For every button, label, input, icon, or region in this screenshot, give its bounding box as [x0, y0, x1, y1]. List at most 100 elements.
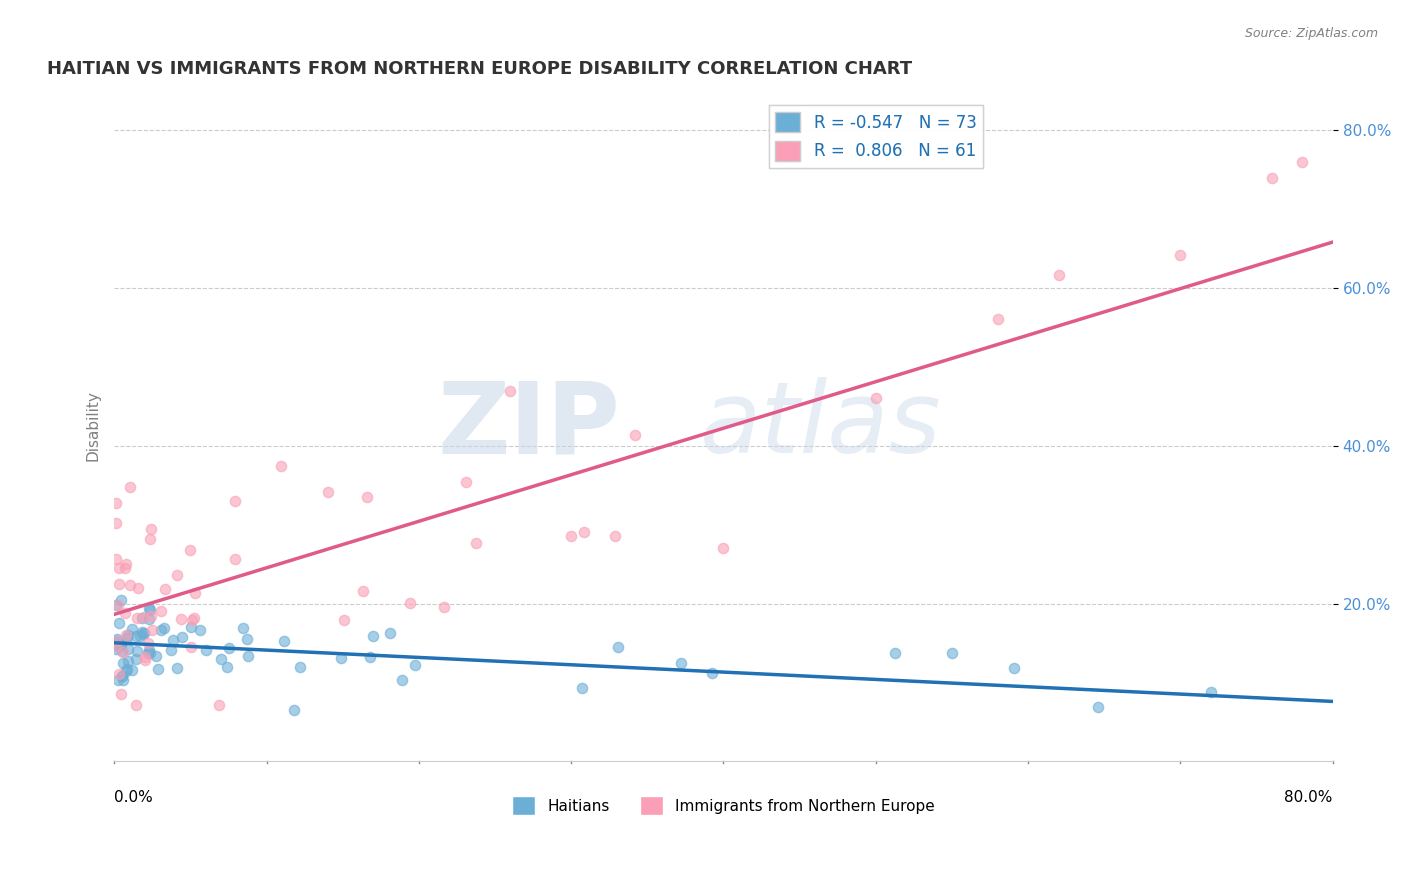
Point [139, 609, 162, 624]
Point [131, 611, 153, 625]
Point [127, 611, 149, 625]
Point [1291, 154, 1313, 169]
Point [127, 644, 149, 658]
Point [283, 703, 305, 717]
Point [118, 480, 141, 494]
Point [224, 551, 246, 566]
Point [236, 632, 259, 647]
Point [121, 622, 143, 636]
Point [114, 561, 136, 575]
Point [606, 640, 628, 654]
Point [380, 626, 402, 640]
Text: atlas: atlas [700, 377, 942, 475]
Point [433, 600, 456, 615]
Point [316, 485, 339, 500]
Point [129, 629, 152, 643]
Point [125, 698, 148, 712]
Point [1199, 685, 1222, 699]
Point [138, 601, 160, 615]
Point [110, 637, 132, 651]
Point [224, 493, 246, 508]
Point [404, 658, 426, 673]
Point [941, 646, 963, 660]
Point [209, 652, 232, 666]
Point [139, 522, 162, 536]
Point [188, 624, 211, 638]
Point [138, 646, 160, 660]
Point [499, 384, 522, 398]
Point [560, 529, 582, 543]
Point [131, 625, 153, 640]
Point [153, 582, 176, 597]
Point [110, 687, 132, 701]
Point [713, 541, 735, 555]
Point [139, 532, 162, 546]
Point [183, 586, 205, 600]
Point [131, 626, 153, 640]
Point [111, 645, 134, 659]
Point [166, 661, 188, 675]
Point [865, 391, 887, 405]
Text: 0.0%: 0.0% [114, 789, 153, 805]
Point [104, 516, 127, 530]
Point [1002, 660, 1025, 674]
Point [145, 649, 167, 664]
Point [624, 427, 647, 442]
Point [111, 668, 134, 682]
Point [136, 636, 159, 650]
Point [117, 642, 139, 657]
Point [884, 647, 907, 661]
Point [146, 662, 169, 676]
Point [107, 673, 129, 688]
Point [104, 634, 127, 648]
Point [160, 643, 183, 657]
Point [179, 542, 201, 557]
Point [105, 496, 128, 510]
Point [105, 599, 128, 613]
Point [127, 582, 149, 596]
Point [391, 673, 413, 687]
Point [671, 656, 693, 670]
Point [107, 667, 129, 681]
Point [1087, 700, 1109, 714]
Point [121, 663, 143, 677]
Point [180, 613, 202, 627]
Point [166, 568, 188, 582]
Point [208, 698, 231, 713]
Point [183, 611, 205, 625]
Point [150, 604, 173, 618]
Point [125, 652, 148, 666]
Point [700, 666, 723, 681]
Text: 80.0%: 80.0% [1285, 789, 1333, 805]
Point [150, 623, 173, 637]
Point [108, 637, 131, 651]
Point [117, 631, 139, 645]
Point [104, 633, 127, 648]
Point [194, 643, 217, 657]
Text: HAITIAN VS IMMIGRANTS FROM NORTHERN EUROPE DISABILITY CORRELATION CHART: HAITIAN VS IMMIGRANTS FROM NORTHERN EURO… [48, 60, 912, 78]
Point [236, 648, 259, 663]
Point [115, 628, 138, 642]
Point [114, 557, 136, 571]
Point [333, 613, 356, 627]
Point [138, 612, 160, 626]
Point [110, 637, 132, 651]
Point [359, 649, 381, 664]
Point [352, 584, 374, 599]
Text: ZIP: ZIP [437, 377, 620, 475]
Point [153, 621, 176, 635]
Point [1261, 171, 1284, 186]
Point [105, 638, 128, 652]
Point [111, 669, 134, 683]
Point [132, 610, 155, 624]
Point [232, 621, 254, 635]
Point [172, 630, 194, 644]
Point [117, 628, 139, 642]
Point [987, 312, 1010, 326]
Point [104, 639, 127, 653]
Point [290, 659, 312, 673]
Point [112, 673, 135, 687]
Point [134, 653, 156, 667]
Point [217, 660, 239, 674]
Point [605, 529, 627, 543]
